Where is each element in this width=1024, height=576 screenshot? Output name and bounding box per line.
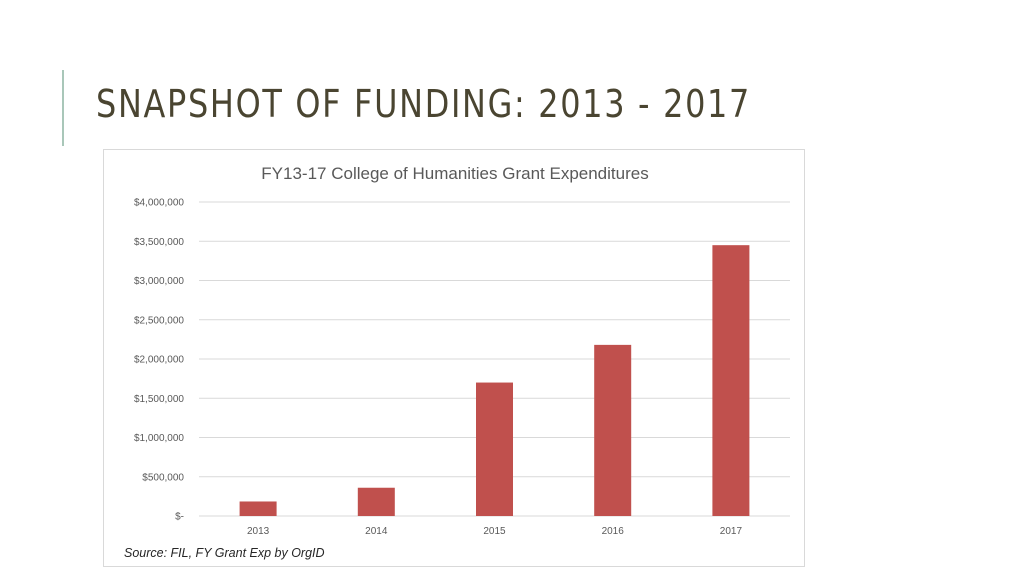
chart-frame: FY13-17 College of Humanities Grant Expe… — [103, 149, 805, 567]
title-accent-bar — [62, 70, 64, 146]
slide-title: SNAPSHOT OF FUNDING: 2013 - 2017 — [96, 82, 752, 126]
bar-chart: FY13-17 College of Humanities Grant Expe… — [124, 164, 790, 560]
y-tick-label: $3,500,000 — [134, 237, 184, 248]
gridlines — [199, 201, 790, 517]
y-tick-label: $1,500,000 — [134, 394, 184, 405]
bar-2015 — [476, 382, 513, 516]
source-note: Source: FIL, FY Grant Exp by OrgID — [124, 546, 325, 560]
y-tick-label: $1,000,000 — [134, 433, 184, 444]
bar-2014 — [357, 487, 395, 516]
x-axis-ticks: 2013 2014 2015 2016 2017 — [247, 526, 742, 537]
bar-2013 — [239, 501, 277, 516]
x-tick-label: 2014 — [365, 526, 388, 537]
x-tick-label: 2013 — [247, 526, 270, 537]
x-tick-label: 2017 — [720, 526, 743, 537]
chart-title: FY13-17 College of Humanities Grant Expe… — [261, 164, 648, 183]
x-tick-label: 2015 — [483, 526, 506, 537]
y-tick-label: $4,000,000 — [134, 198, 184, 209]
y-tick-label: $- — [175, 512, 184, 523]
bar-2016 — [594, 344, 632, 516]
y-tick-label: $2,000,000 — [134, 355, 184, 366]
bars — [239, 245, 750, 517]
bar-2017 — [712, 245, 750, 517]
y-tick-label: $2,500,000 — [134, 315, 184, 326]
y-axis-ticks: $- $500,000 $1,000,000 $1,500,000 $2,000,000… — [134, 198, 184, 523]
y-tick-label: $500,000 — [142, 472, 184, 483]
y-tick-label: $3,000,000 — [134, 276, 184, 287]
x-tick-label: 2016 — [602, 526, 625, 537]
